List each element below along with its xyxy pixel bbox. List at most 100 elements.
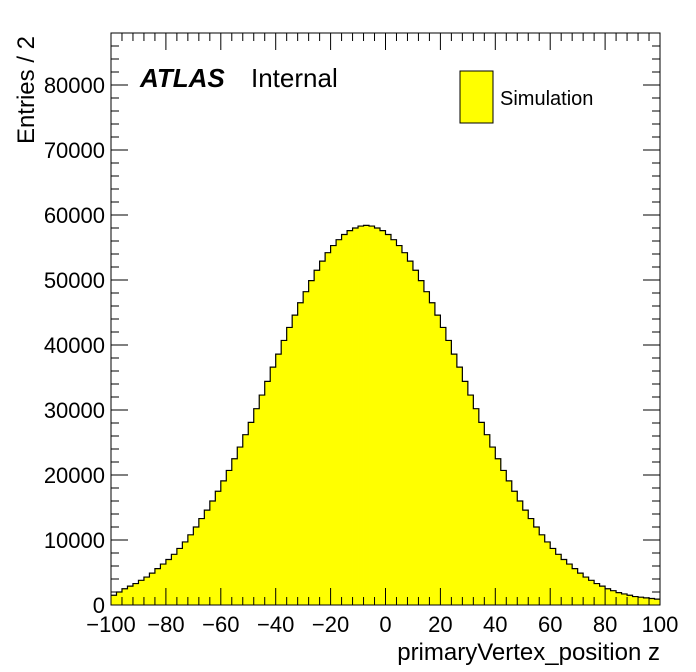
histogram-bin (566, 564, 573, 605)
histogram-bin (143, 577, 150, 605)
histogram-bin (160, 564, 167, 605)
histogram-bin (374, 228, 381, 605)
y-tick-label: 20000 (44, 463, 105, 488)
histogram-bin (220, 480, 227, 605)
histogram-bin (209, 501, 216, 605)
histogram-bin (467, 395, 474, 605)
histogram-bin (330, 245, 337, 606)
histogram-bin (198, 518, 205, 605)
histogram-bin (412, 270, 419, 605)
histogram-bin (182, 541, 189, 605)
histogram-bin (127, 586, 134, 605)
histogram-bin (347, 230, 353, 605)
histogram-bin (111, 595, 117, 605)
x-tick-label: −60 (202, 612, 239, 637)
histogram-bin (369, 226, 375, 606)
x-tick-label: −80 (147, 612, 184, 637)
histogram-bin (121, 588, 128, 605)
x-tick-label: 40 (483, 612, 507, 637)
x-tick-label: 80 (593, 612, 617, 637)
histogram-bin (539, 534, 546, 605)
histogram-bin (226, 470, 233, 605)
histogram-bin (588, 580, 595, 605)
histogram-bin (583, 577, 590, 605)
histogram-bin (308, 280, 315, 605)
x-axis-title: primaryVertex_position z (397, 639, 660, 666)
histogram-bin (654, 599, 661, 605)
histogram-bin (533, 527, 540, 605)
atlas-label: ATLAS (139, 63, 225, 93)
histogram-bin (385, 234, 392, 605)
histogram-bin (561, 559, 568, 605)
histogram-bin (429, 302, 436, 605)
x-tick-label: −100 (86, 612, 136, 637)
histogram-bin (149, 573, 156, 605)
histogram-bin (632, 596, 639, 605)
histogram-bin (176, 548, 183, 605)
histogram-bin (171, 554, 178, 605)
histogram-bin (248, 422, 255, 605)
histogram-bin (544, 541, 551, 605)
histogram-bin (511, 491, 518, 605)
y-tick-label: 50000 (44, 268, 105, 293)
histogram-bin (390, 239, 397, 605)
histogram-bin (132, 583, 139, 605)
histogram-bin (638, 597, 644, 605)
histogram-bin (253, 408, 260, 605)
histogram-bin (605, 588, 611, 605)
legend-entry-simulation: Simulation (500, 88, 593, 110)
histogram-bin (281, 340, 288, 605)
histogram-bin (451, 354, 458, 605)
histogram-bin (407, 261, 414, 605)
histogram-bin (462, 381, 469, 605)
histogram-bin (165, 559, 172, 605)
histogram-bin (264, 381, 271, 605)
histogram-bin (445, 340, 452, 605)
histogram-bin (231, 458, 238, 605)
histogram-bin (621, 593, 628, 605)
histogram-bin (506, 480, 513, 605)
histogram-bin (401, 252, 408, 605)
histogram-bin (528, 518, 535, 605)
x-tick-label: −40 (257, 612, 294, 637)
histogram-bin (358, 226, 364, 606)
histogram-bin (352, 228, 359, 605)
histogram-bin (418, 280, 425, 605)
histogram-bin (456, 367, 463, 605)
histogram-bin (319, 261, 326, 605)
histogram-bin (440, 327, 447, 605)
y-tick-labels: 0 10000 20000 30000 40000 50000 60000 70000 8000… (44, 73, 105, 618)
histogram-bin (259, 395, 266, 605)
histogram-bin (517, 501, 524, 605)
histogram-bin (522, 510, 529, 605)
histogram-bin (495, 458, 502, 605)
histogram-bin (286, 327, 293, 605)
histogram-bin (550, 548, 557, 605)
histogram-bin (555, 554, 562, 605)
histogram-bars (111, 225, 661, 606)
y-tick-label: 30000 (44, 398, 105, 423)
histogram-bin (577, 573, 584, 605)
histogram-bin (489, 447, 496, 605)
histogram-bin (138, 580, 145, 605)
histogram-bin (396, 245, 403, 606)
y-tick-label: 0 (93, 593, 105, 618)
histogram-bin (341, 234, 348, 605)
histogram-bin (242, 434, 249, 605)
axis-ticks (110, 32, 661, 606)
histogram-bin (599, 586, 606, 605)
y-tick-label: 70000 (44, 138, 105, 163)
histogram-bin (275, 354, 282, 605)
x-tick-label: 0 (379, 612, 391, 637)
histogram-bin (643, 597, 650, 605)
y-tick-label: 60000 (44, 203, 105, 228)
x-tick-label: 100 (642, 612, 679, 637)
histogram-bin (187, 534, 194, 605)
x-tick-labels: −100 −80 −60 −40 −20 0 20 40 60 80 100 (86, 612, 678, 637)
y-tick-label: 10000 (44, 528, 105, 553)
histogram-bin (116, 592, 123, 605)
histogram-bin (204, 510, 211, 605)
histogram-bin (215, 491, 222, 605)
histogram-bin (297, 302, 304, 605)
